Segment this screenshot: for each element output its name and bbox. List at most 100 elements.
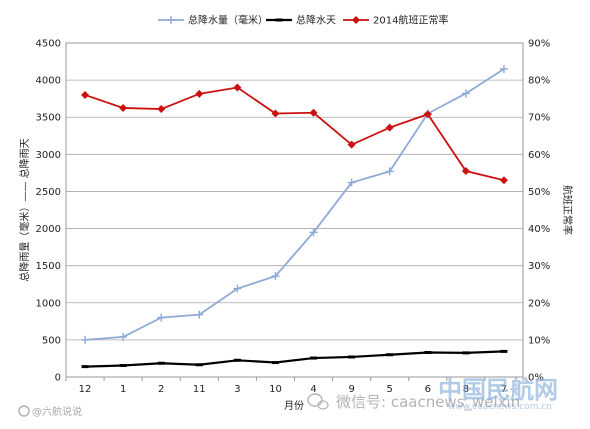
series-1 [81,64,508,344]
data-point [233,284,242,293]
data-point [119,332,128,341]
data-point [309,228,318,237]
x-tick-label: 5 [387,384,393,395]
x-tick-label: 3 [234,384,240,395]
right-axis-title: 航班正常率 [561,185,574,235]
data-point [271,109,280,118]
data-point [423,110,432,119]
weibo-watermark-text: @六航说说 [32,405,82,418]
weibo-icon [18,405,30,417]
x-tick-label: 8 [463,384,469,395]
brand-watermark-text: 中国民航网 [438,376,558,404]
wechat-watermark-text: 微信号: caacnews_weixin [336,393,520,412]
data-point [424,351,432,355]
legend-item: 2014航班正常率 [343,14,448,27]
right-tick-label: 10% [528,335,550,346]
right-tick-label: 30% [528,261,550,272]
x-tick-label: 6 [425,384,431,395]
data-point [157,105,166,114]
data-point [81,335,90,344]
left-tick-label: 3000 [36,150,61,161]
data-point [310,356,318,360]
series-line [85,350,505,368]
data-point [81,90,90,99]
wechat-watermark: 微信号: caacnews_weixin [307,393,520,412]
weibo-watermark: @六航说说 [18,405,82,418]
brand-watermark: 中国民航网 www.caacnews.com.cn [438,376,558,412]
data-point [271,361,279,365]
left-tick-label: 2500 [36,187,61,198]
right-tick-label: 50% [528,187,550,198]
wechat-icon-small [317,400,329,410]
data-point [499,64,508,73]
data-point [81,365,89,369]
data-point [195,363,203,367]
right-tick-label: 40% [528,224,550,235]
right-tick-label: 60% [528,150,550,161]
legend-label: 2014航班正常率 [373,14,448,27]
legend: 总降水量（毫米） 总降水天 2014航班正常率 [158,14,448,27]
series-2 [81,349,508,369]
data-point [385,123,394,132]
left-tick-label: 3500 [36,113,61,124]
data-point [157,313,166,322]
x-axis-title: 月份 [284,400,304,412]
x-tick-label: 11 [193,384,206,395]
data-point [386,353,394,357]
data-point [352,16,360,24]
data-point [233,83,242,92]
x-tick-label: 12 [79,384,92,395]
data-point [233,358,241,362]
data-point [462,351,470,355]
right-tick-label: 90% [528,39,550,50]
right-tick-label: 70% [528,113,550,124]
series-group [81,64,508,369]
series-line [84,86,505,182]
left-axis-title: 总降雨量（毫米）—— 总降雨天 [18,138,31,281]
legend-label: 总降水量（毫米） [188,14,268,27]
data-point [309,108,318,117]
right-tick-label: 0% [528,373,544,384]
site-watermark-text: www.caacnews.com.cn [448,402,552,412]
data-point [347,140,356,149]
series-line [84,68,505,341]
grid-lines [66,79,523,341]
data-point [347,178,356,187]
left-tick-label: 500 [42,335,61,346]
data-point [461,167,470,176]
left-tick-label: 1500 [36,261,61,272]
data-point [195,310,204,319]
left-axis-ticks: 0 500 1000 1500 2000 2500 3000 3500 4000 4500 [36,39,61,384]
x-tick-label: 10 [269,384,282,395]
data-point [499,176,508,185]
data-point [385,167,394,176]
right-tick-label: 80% [528,76,550,87]
right-axis-ticks: 0% 10% 20% 30% 40% 50% 60% 70% 80% 90% [528,39,550,384]
data-point [167,16,175,24]
data-point [119,363,127,367]
x-tick-label: 4 [310,384,316,395]
x-tick-label: 1 [120,384,126,395]
left-tick-label: 0 [55,373,61,384]
data-point [348,355,356,359]
series-3 [81,83,508,185]
data-point [271,272,280,281]
right-tick-label: 20% [528,298,550,309]
x-tick-label: 9 [348,384,354,395]
legend-item: 总降水量（毫米） [158,14,268,27]
x-axis-ticks: 12 1 2 11 3 10 4 9 5 6 8 7 [65,377,524,395]
data-point [119,103,128,112]
data-point [461,89,470,98]
plot-area [65,42,524,378]
wechat-icon [307,393,323,407]
left-tick-label: 2000 [36,224,61,235]
x-tick-label: 7 [501,384,507,395]
data-point [275,18,283,22]
data-point [157,361,165,365]
data-point [195,89,204,98]
left-tick-label: 4000 [36,76,61,87]
data-point [500,349,508,353]
x-tick-label: 2 [158,384,164,395]
left-tick-label: 4500 [36,39,61,50]
